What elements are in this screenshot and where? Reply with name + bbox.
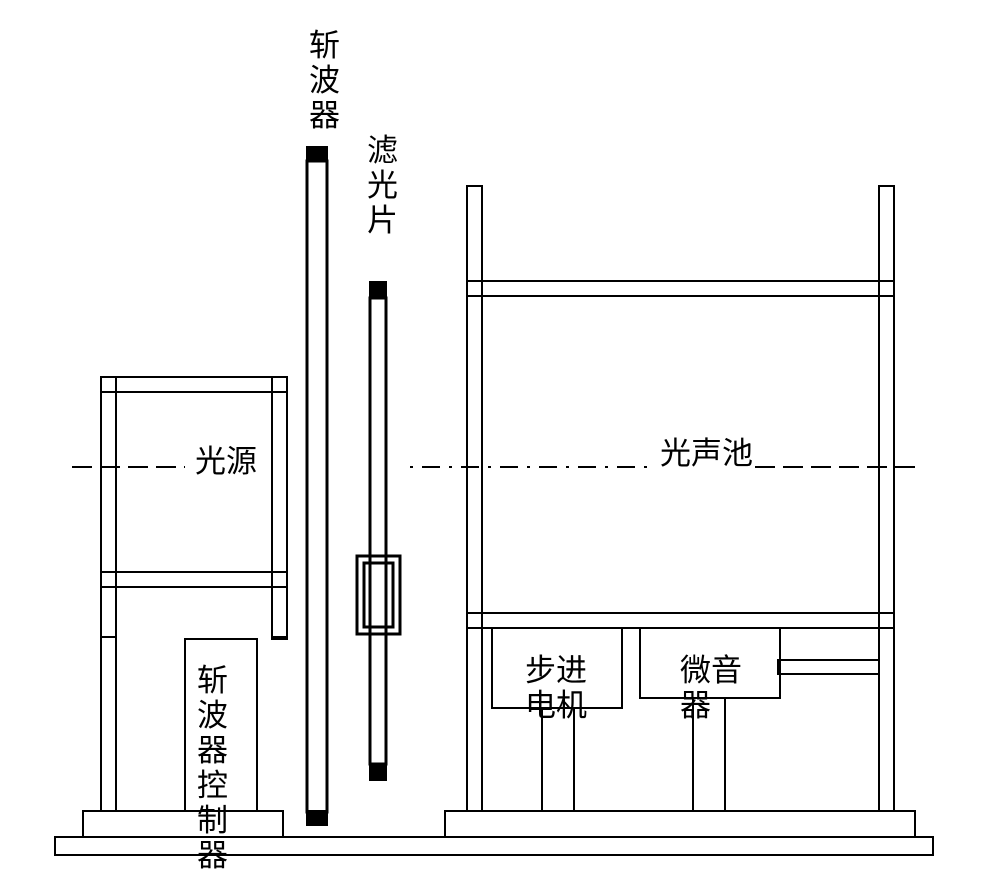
filter-body <box>370 298 386 764</box>
svg-text:微音: 微音 <box>680 653 742 688</box>
chopper-cap-bottom <box>307 811 327 825</box>
pa-frame-bottom <box>467 613 894 628</box>
base-plate <box>55 837 933 855</box>
svg-text:电机: 电机 <box>525 688 587 723</box>
svg-text:器: 器 <box>680 688 711 723</box>
source-frame-bottom <box>101 572 287 587</box>
label-photoacoustic-cell: 光声池 <box>660 436 753 471</box>
right-pedestal <box>445 811 915 837</box>
svg-text:器: 器 <box>197 733 228 768</box>
mic-shelf <box>778 660 879 674</box>
svg-text:器: 器 <box>197 838 228 873</box>
label-chopper: 斩波器 <box>309 28 340 133</box>
svg-text:滤: 滤 <box>367 133 398 168</box>
chopper-cap-top <box>307 147 327 161</box>
filter-mount-inner <box>364 563 393 627</box>
label-filter: 滤光片 <box>367 133 398 238</box>
pa-leg-right <box>879 186 894 811</box>
pa-leg-left <box>467 186 482 811</box>
svg-text:控: 控 <box>197 768 228 803</box>
svg-text:光声池: 光声池 <box>660 436 753 471</box>
svg-text:波: 波 <box>309 63 340 98</box>
svg-text:斩: 斩 <box>309 28 340 63</box>
source-frame-left <box>101 377 116 637</box>
filter-cap-top <box>370 282 386 298</box>
svg-text:制: 制 <box>197 803 228 838</box>
label-microphone: 微音器 <box>680 653 742 723</box>
label-light-source: 光源 <box>195 444 257 479</box>
svg-text:斩: 斩 <box>197 663 228 698</box>
pa-frame-top <box>467 281 894 296</box>
label-stepper-motor: 步进电机 <box>525 653 587 723</box>
svg-text:器: 器 <box>309 98 340 133</box>
stepper-stem <box>542 708 574 811</box>
source-frame-right <box>272 377 287 637</box>
source-leg-right <box>272 587 287 639</box>
svg-text:波: 波 <box>197 698 228 733</box>
source-leg-left <box>101 587 116 811</box>
svg-text:片: 片 <box>367 203 398 238</box>
chopper-body <box>307 161 327 812</box>
left-pedestal <box>83 811 283 837</box>
svg-text:光: 光 <box>367 168 398 203</box>
source-frame-top <box>101 377 287 392</box>
pa-frame-right <box>879 281 894 628</box>
svg-text:光源: 光源 <box>195 444 257 479</box>
svg-text:步进: 步进 <box>525 653 587 688</box>
pa-frame-left <box>467 281 482 628</box>
filter-cap-bottom <box>370 764 386 780</box>
label-chopper-controller: 斩波器控制器 <box>197 663 228 873</box>
